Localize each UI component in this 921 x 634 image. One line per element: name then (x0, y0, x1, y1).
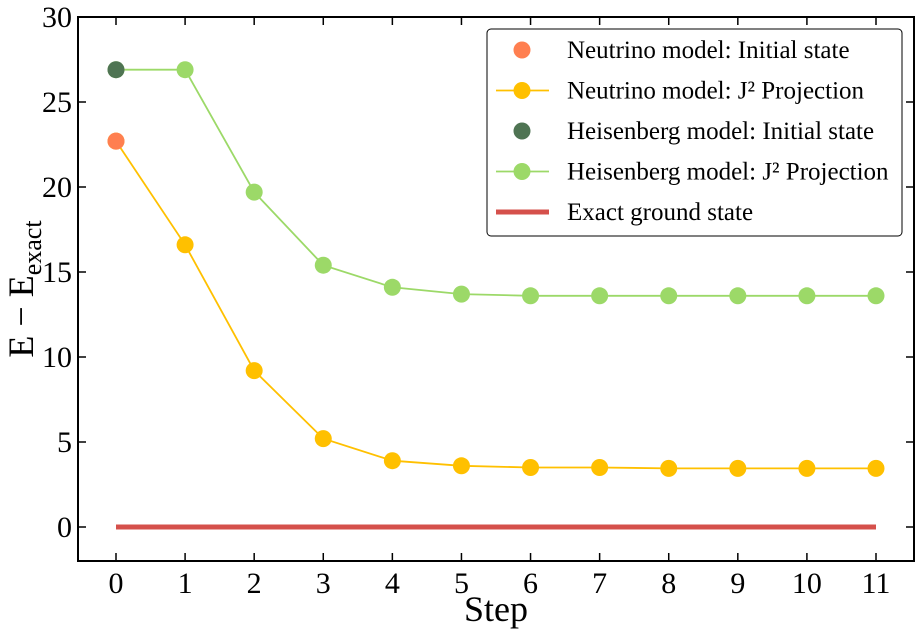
data-point (245, 362, 263, 380)
data-point (798, 287, 816, 305)
legend-box (486, 28, 903, 237)
legend-swatch-marker (513, 163, 531, 180)
series-line (116, 68, 876, 297)
x-tick-label: 7 (592, 567, 607, 600)
y-tick-label: 15 (42, 256, 72, 289)
data-point (383, 452, 401, 470)
data-point (452, 457, 470, 475)
y-tick-label: 10 (42, 341, 72, 374)
y-tick-label: 5 (57, 426, 72, 459)
x-tick-label: 10 (792, 567, 822, 600)
data-point (522, 287, 540, 305)
legend-item: Heisenberg model: J² Projection (496, 159, 889, 186)
data-point (314, 430, 332, 448)
data-point (245, 183, 263, 201)
y-tick-label: 0 (57, 511, 72, 544)
series-2 (107, 61, 125, 79)
axis-ticks: 0 1 2 3 4 5 6 7 8 9 10 11 0 5 10 15 20 25 30 (42, 1, 914, 600)
legend-swatch-marker (513, 122, 531, 140)
x-tick-label: 2 (247, 567, 262, 600)
data-point (383, 278, 401, 296)
series-3 (107, 61, 885, 305)
x-tick-label: 1 (178, 567, 193, 600)
legend-item: Neutrino model: J² Projection (496, 78, 865, 105)
x-tick-label: 8 (661, 567, 676, 600)
data-point (660, 287, 678, 305)
legend-label: Heisenberg model: J² Projection (567, 159, 889, 186)
data-point (729, 459, 747, 477)
data-point (798, 459, 816, 477)
legend-label: Neutrino model: J² Projection (567, 78, 865, 105)
y-tick-label: 25 (42, 86, 72, 119)
x-tick-label: 3 (316, 567, 331, 600)
y-tick-label: 20 (42, 171, 72, 204)
data-point (522, 459, 540, 476)
data-point (107, 61, 125, 79)
x-tick-label: 11 (862, 567, 891, 600)
data-point (452, 285, 470, 303)
legend-swatch-marker (513, 41, 531, 59)
data-point (729, 287, 747, 305)
x-axis-title: Step (464, 589, 528, 629)
legend-item: Exact ground state (496, 199, 753, 226)
data-point (867, 287, 885, 305)
x-tick-label: 4 (385, 567, 400, 600)
series-line (115, 140, 876, 470)
x-tick-label: 0 (109, 567, 124, 600)
data-point (176, 61, 194, 79)
data-point (867, 459, 885, 477)
legend-label: Neutrino model: Initial state (567, 37, 850, 64)
data-point (660, 459, 678, 477)
x-tick-label: 5 (454, 567, 469, 600)
plot-series (107, 61, 885, 530)
legend-label: Exact ground state (567, 199, 753, 226)
legend-label: Heisenberg model: Initial state (567, 118, 874, 145)
data-point (591, 459, 609, 476)
plot-frame (77, 16, 915, 562)
y-axis-title-subscript: exact (18, 220, 47, 276)
data-point (314, 256, 332, 274)
y-tick-label: 30 (42, 1, 72, 34)
series-0 (107, 132, 125, 150)
legend-item: Heisenberg model: Initial state (513, 118, 874, 145)
data-point (591, 287, 609, 305)
data-point (176, 236, 194, 254)
y-axis-title: E − Eexact (1, 220, 47, 358)
legend: Neutrino model: Initial state Neutrino mo… (486, 28, 903, 237)
legend-item: Neutrino model: Initial state (513, 37, 850, 64)
x-tick-label: 9 (730, 567, 745, 600)
y-axis-title-main: E − E (1, 275, 41, 357)
legend-swatch-marker (513, 82, 531, 99)
data-point (107, 132, 125, 150)
x-tick-label: 6 (523, 567, 538, 600)
